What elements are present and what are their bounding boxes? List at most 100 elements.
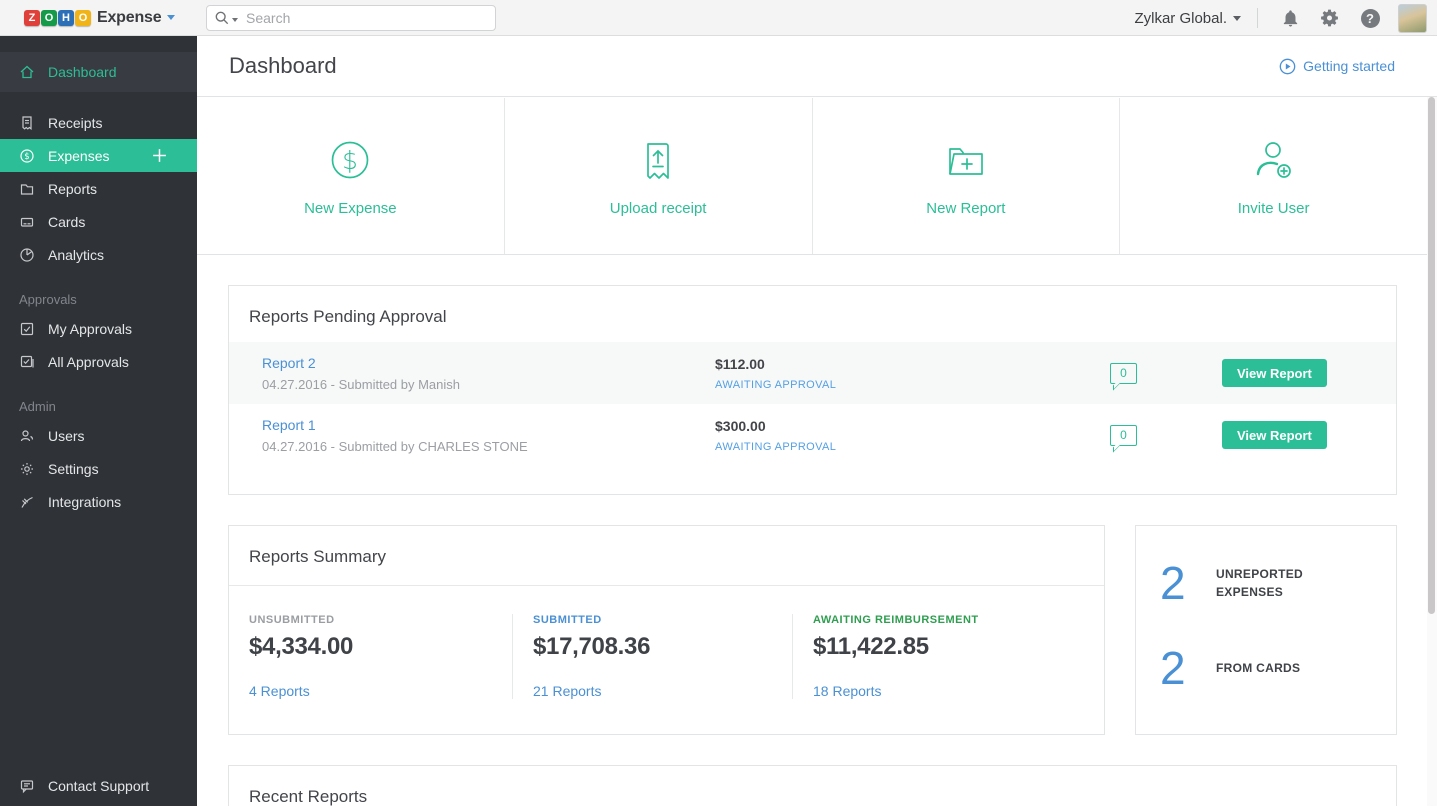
sidebar-item-analytics[interactable]: Analytics [0, 238, 197, 271]
sidebar-item-label: Integrations [48, 494, 121, 510]
sidebar-item-label: Analytics [48, 247, 104, 263]
comment-tail [1113, 378, 1120, 390]
new-expense-button[interactable]: $ New Expense [197, 98, 504, 254]
user-avatar[interactable] [1398, 4, 1427, 33]
invite-user-label: Invite User [1238, 200, 1310, 217]
view-report-button[interactable]: View Report [1222, 359, 1327, 387]
search-input[interactable] [246, 10, 487, 26]
scrollbar-thumb[interactable] [1428, 97, 1435, 614]
comments-icon[interactable]: 0 [1110, 425, 1137, 446]
stat-value: 2 [1160, 641, 1216, 695]
comment-count: 0 [1120, 428, 1127, 442]
sidebar-item-receipts[interactable]: Receipts [0, 106, 197, 139]
card-title: Reports Summary [229, 526, 1104, 586]
card-icon [19, 214, 35, 230]
pie-chart-icon [19, 247, 35, 263]
search-icon [215, 11, 229, 25]
sidebar-item-label: All Approvals [48, 354, 129, 370]
stat-from-cards: 2 FROM CARDS [1136, 625, 1396, 710]
search-scope-caret-icon[interactable] [232, 18, 238, 22]
sidebar-item-users[interactable]: Users [0, 419, 197, 452]
receipt-icon [19, 115, 35, 131]
report-name-link[interactable]: Report 2 [262, 355, 715, 371]
summary-reports-link[interactable]: 21 Reports [533, 683, 792, 699]
stat-label: FROM CARDS [1216, 659, 1331, 677]
product-name: Expense [97, 9, 161, 27]
sidebar-item-label: Expenses [48, 148, 109, 164]
report-status: AWAITING APPROVAL [715, 379, 1110, 391]
report-amount-block: $112.00 AWAITING APPROVAL [715, 356, 1110, 391]
sidebar-item-dashboard[interactable]: Dashboard [0, 52, 197, 92]
users-icon [19, 428, 35, 444]
notifications-button[interactable] [1270, 0, 1310, 36]
sidebar-section-admin: Admin [0, 393, 197, 419]
page-header: Dashboard Getting started [197, 36, 1437, 97]
contact-support-button[interactable]: Contact Support [0, 766, 197, 806]
gear-icon [1320, 8, 1340, 28]
new-report-button[interactable]: New Report [812, 98, 1120, 254]
person-plus-icon [1248, 136, 1300, 188]
bell-icon [1281, 9, 1300, 28]
report-amount: $112.00 [715, 356, 1110, 372]
page-title: Dashboard [229, 53, 337, 79]
settings-button[interactable] [1310, 0, 1350, 36]
new-expense-label: New Expense [304, 200, 397, 217]
new-report-label: New Report [926, 200, 1005, 217]
summary-columns: UNSUBMITTED $4,334.00 4 Reports SUBMITTE… [229, 614, 1104, 699]
logo-tile: O [75, 10, 91, 26]
sidebar-item-label: Receipts [48, 115, 102, 131]
approval-row: Report 1 04.27.2016 - Submitted by CHARL… [229, 404, 1396, 466]
org-switcher[interactable]: Zylkar Global. [1134, 10, 1241, 27]
scrollbar-track[interactable] [1427, 97, 1437, 806]
org-name: Zylkar Global. [1134, 10, 1227, 27]
sidebar: Dashboard Receipts $ Expenses R [0, 36, 197, 806]
invite-user-button[interactable]: Invite User [1119, 98, 1427, 254]
summary-reports-link[interactable]: 4 Reports [249, 683, 512, 699]
card-title: Recent Reports [229, 766, 1396, 806]
report-status: AWAITING APPROVAL [715, 441, 1110, 453]
sidebar-item-label: Contact Support [48, 778, 149, 794]
reports-pending-approval-card: Reports Pending Approval Report 2 04.27.… [228, 285, 1397, 495]
upload-receipt-button[interactable]: Upload receipt [504, 98, 812, 254]
getting-started-label: Getting started [1303, 58, 1395, 74]
add-expense-plus-icon[interactable] [151, 147, 168, 164]
report-name-link[interactable]: Report 1 [262, 417, 715, 433]
report-amount-block: $300.00 AWAITING APPROVAL [715, 418, 1110, 453]
main-content: Dashboard Getting started $ New Expense [197, 36, 1437, 806]
product-switcher-caret-icon[interactable] [167, 15, 175, 20]
report-meta: 04.27.2016 - Submitted by Manish [262, 377, 715, 392]
sidebar-item-settings[interactable]: Settings [0, 452, 197, 485]
svg-text:$: $ [342, 146, 358, 175]
home-icon [19, 64, 35, 80]
chevron-down-icon [1233, 16, 1241, 21]
folder-plus-icon [940, 136, 992, 188]
dollar-circle-icon: $ [324, 136, 376, 188]
view-report-button[interactable]: View Report [1222, 421, 1327, 449]
sidebar-item-reports[interactable]: Reports [0, 172, 197, 205]
svg-text:$: $ [24, 152, 29, 162]
summary-awaiting-reimbursement: AWAITING REIMBURSEMENT $11,422.85 18 Rep… [793, 614, 1093, 699]
reports-summary-card: Reports Summary UNSUBMITTED $4,334.00 4 … [228, 525, 1105, 735]
help-button[interactable]: ? [1350, 0, 1390, 36]
sidebar-item-all-approvals[interactable]: All Approvals [0, 345, 197, 378]
comments-icon[interactable]: 0 [1110, 363, 1137, 384]
logo-tile: O [41, 10, 57, 26]
unreported-expenses-card: 2 UNREPORTED EXPENSES 2 FROM CARDS [1135, 525, 1397, 735]
summary-label: UNSUBMITTED [249, 614, 512, 626]
folder-icon [19, 181, 35, 197]
summary-reports-link[interactable]: 18 Reports [813, 683, 1093, 699]
summary-label: AWAITING REIMBURSEMENT [813, 614, 1093, 626]
topbar: Z O H O Expense Zylkar Global. [0, 0, 1437, 36]
sidebar-item-my-approvals[interactable]: My Approvals [0, 312, 197, 345]
play-circle-icon [1279, 58, 1296, 75]
sidebar-section-approvals: Approvals [0, 286, 197, 312]
logo-tile: H [58, 10, 74, 26]
question-mark-icon: ? [1361, 9, 1380, 28]
summary-amount: $17,708.36 [533, 633, 792, 661]
sidebar-item-label: Reports [48, 181, 97, 197]
sidebar-item-cards[interactable]: Cards [0, 205, 197, 238]
sidebar-item-expenses[interactable]: $ Expenses [0, 139, 197, 172]
sidebar-item-integrations[interactable]: Integrations [0, 485, 197, 518]
getting-started-link[interactable]: Getting started [1279, 58, 1395, 75]
card-title: Reports Pending Approval [229, 286, 1396, 327]
